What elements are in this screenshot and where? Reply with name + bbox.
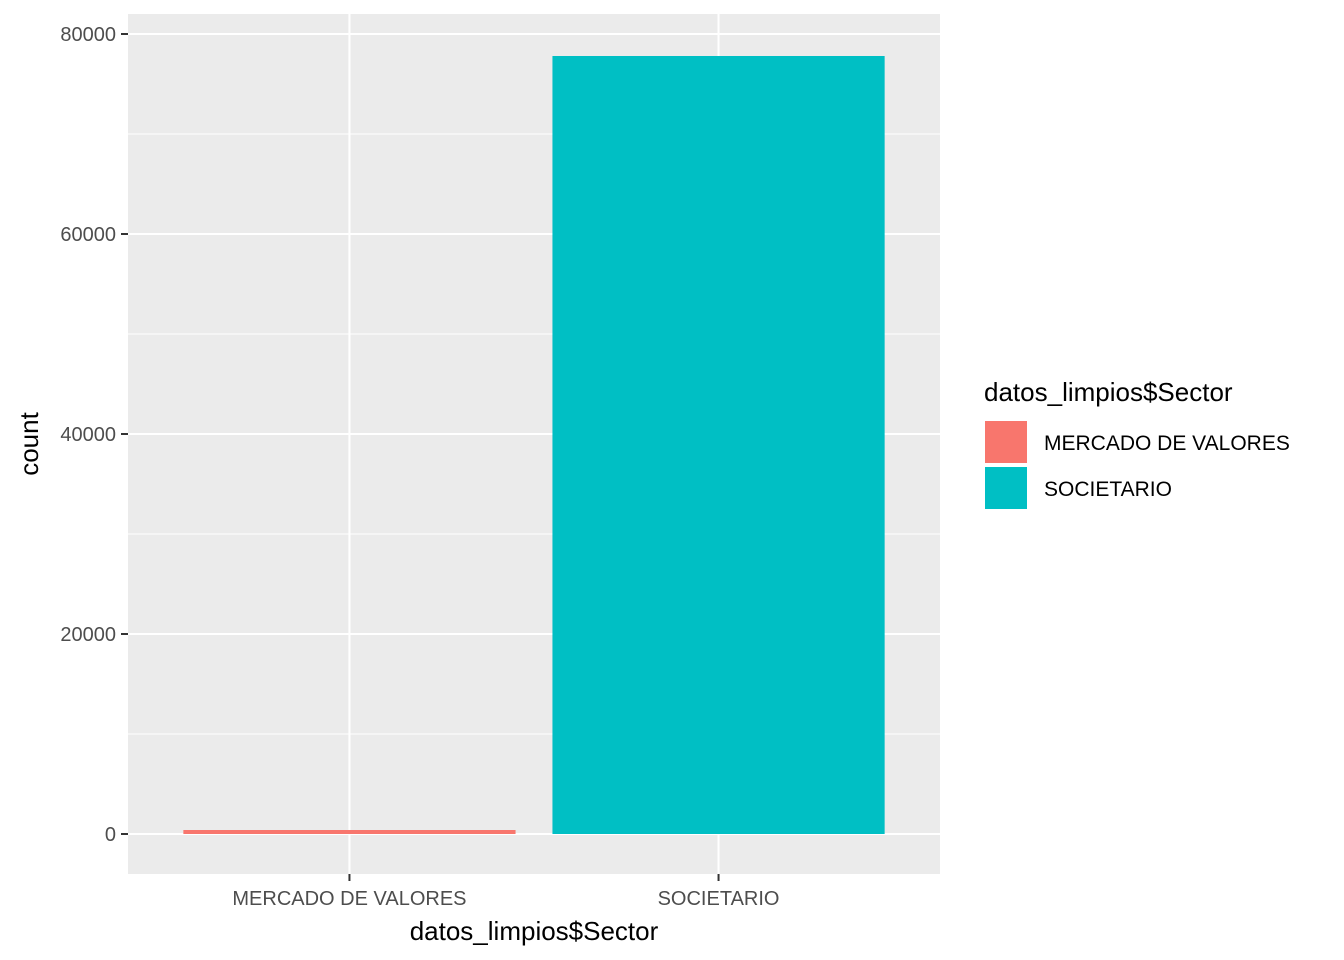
legend-title: datos_limpios$Sector bbox=[984, 377, 1233, 407]
legend: datos_limpios$Sector MERCADO DE VALORES S… bbox=[984, 377, 1290, 510]
legend-label: MERCADO DE VALORES bbox=[1044, 432, 1290, 455]
bar bbox=[183, 830, 516, 834]
y-axis: 0 20000 40000 60000 80000 bbox=[60, 24, 128, 846]
legend-swatch bbox=[985, 467, 1027, 509]
y-tick-label: 0 bbox=[105, 824, 116, 846]
x-tick-label: SOCIETARIO bbox=[658, 888, 780, 910]
y-tick-label: 20000 bbox=[60, 624, 116, 646]
x-axis: MERCADO DE VALORES SOCIETARIO bbox=[232, 874, 779, 910]
y-tick-label: 60000 bbox=[60, 224, 116, 246]
legend-swatch bbox=[985, 421, 1027, 463]
bars bbox=[183, 56, 885, 834]
bar bbox=[552, 56, 885, 834]
x-tick-label: MERCADO DE VALORES bbox=[232, 888, 466, 910]
y-tick-label: 40000 bbox=[60, 424, 116, 446]
y-axis-title: count bbox=[14, 411, 44, 475]
legend-label: SOCIETARIO bbox=[1044, 478, 1172, 501]
x-axis-title: datos_limpios$Sector bbox=[410, 916, 659, 946]
y-tick-label: 80000 bbox=[60, 24, 116, 46]
